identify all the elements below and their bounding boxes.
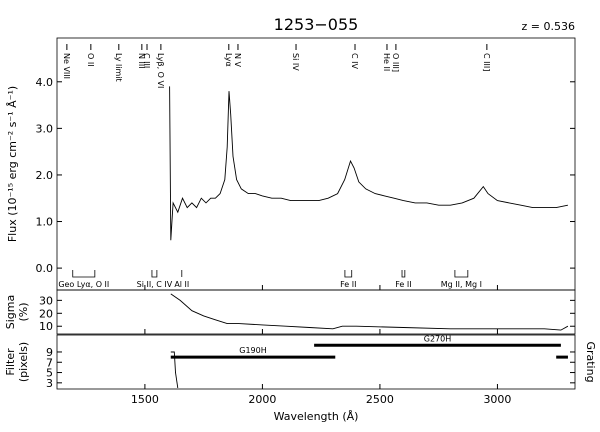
emission-label: N III bbox=[137, 53, 146, 69]
y-axis-label: Flux (10⁻¹⁵ erg cm⁻² s⁻¹ Å⁻¹) bbox=[6, 86, 19, 242]
emission-label: C IV bbox=[350, 53, 359, 69]
emission-label: Lyα bbox=[224, 53, 233, 67]
series-line bbox=[170, 351, 179, 389]
y-axis-label: (pixels) bbox=[17, 342, 30, 382]
absorption-bracket bbox=[454, 270, 469, 278]
emission-label: He II bbox=[382, 53, 391, 71]
emission-label: N V bbox=[233, 53, 242, 68]
x-tick-label: 1500 bbox=[131, 393, 159, 406]
y-tick-label: 3 bbox=[46, 377, 53, 390]
emission-label: Si IV bbox=[291, 53, 300, 71]
y-tick-label: 10 bbox=[39, 320, 53, 333]
absorption-label: Al II bbox=[174, 280, 189, 289]
y-axis-label: Filter bbox=[4, 348, 17, 376]
y-tick-label: 30 bbox=[39, 294, 53, 307]
emission-label: O III] bbox=[391, 53, 400, 72]
y-tick-label: 20 bbox=[39, 307, 53, 320]
grating-label: G190H bbox=[239, 346, 266, 355]
x-axis-label: Wavelength (Å) bbox=[274, 410, 359, 423]
annotation: z = 0.536 bbox=[522, 20, 575, 33]
y-axis-label: (%) bbox=[17, 302, 30, 321]
absorption-bracket bbox=[151, 270, 158, 278]
absorption-label: Mg II, Mg I bbox=[441, 280, 482, 289]
emission-label: C III] bbox=[482, 53, 491, 71]
absorption-label: Si II, C IV bbox=[137, 280, 173, 289]
absorption-label: Geo Lyα, O II bbox=[58, 280, 109, 289]
plot-frame bbox=[56, 37, 576, 291]
series-line bbox=[170, 293, 569, 331]
y-tick-label: 5 bbox=[46, 367, 53, 380]
y-tick-label: 3.0 bbox=[36, 122, 54, 135]
absorption-label: Fe II bbox=[395, 280, 411, 289]
series-line bbox=[169, 86, 568, 241]
chart-title: 1253−055 bbox=[274, 15, 359, 34]
x-tick-label: 3000 bbox=[483, 393, 511, 406]
emission-label: C III bbox=[142, 53, 151, 68]
y-axis-label: Sigma bbox=[4, 295, 17, 329]
absorption-bracket bbox=[72, 270, 96, 278]
plot-frame bbox=[56, 289, 576, 335]
grating-label: G270H bbox=[424, 334, 451, 343]
absorption-bracket bbox=[401, 270, 406, 278]
x-tick-label: 2500 bbox=[366, 393, 394, 406]
absorption-label: Fe II bbox=[340, 280, 356, 289]
y-tick-label: 7 bbox=[46, 356, 53, 369]
emission-label: Ly limit bbox=[114, 53, 123, 82]
emission-label: Ne VIII bbox=[62, 53, 71, 79]
emission-label: O II bbox=[86, 53, 95, 67]
right-axis-label: Grating bbox=[584, 341, 597, 382]
absorption-bracket bbox=[344, 270, 353, 278]
y-tick-label: 0.0 bbox=[36, 262, 54, 275]
emission-label: Lyβ, O VI bbox=[156, 53, 165, 88]
y-tick-label: 1.0 bbox=[36, 216, 54, 229]
y-tick-label: 4.0 bbox=[36, 76, 54, 89]
y-tick-label: 9 bbox=[46, 346, 53, 359]
plot-frame bbox=[56, 334, 576, 390]
x-tick-label: 2000 bbox=[248, 393, 276, 406]
y-tick-label: 2.0 bbox=[36, 169, 54, 182]
